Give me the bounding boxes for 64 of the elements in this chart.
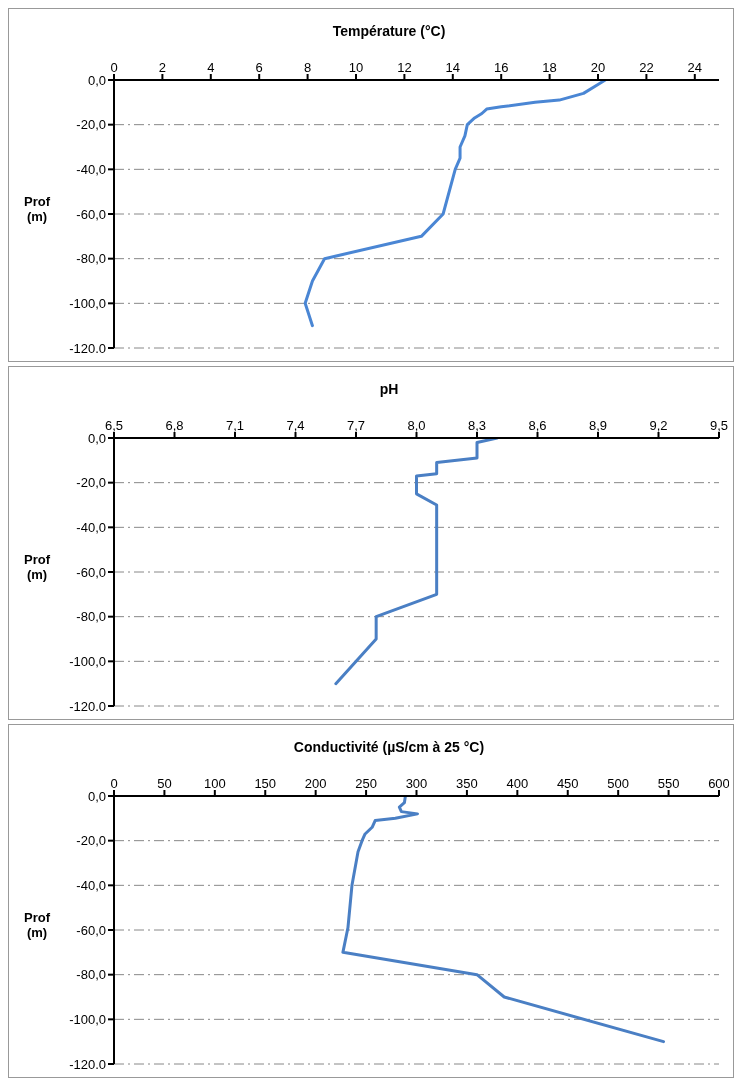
chart-title: Température (°C): [331, 23, 447, 39]
y-tick-label: -40,0: [76, 161, 106, 177]
x-tick-label: 22: [639, 60, 654, 75]
x-tick-label: 9,2: [649, 418, 668, 433]
x-tick-label: 6,8: [165, 418, 184, 433]
y-tick-label: 0,0: [87, 788, 106, 804]
y-tick-label: -100,0: [69, 1011, 106, 1027]
x-tick-label: 18: [542, 60, 557, 75]
x-tick-label: 8: [303, 60, 312, 75]
x-tick-label: 100: [203, 776, 226, 791]
x-tick-label: 350: [456, 776, 478, 791]
y-tick-label: -60,0: [76, 922, 106, 938]
line-series: [334, 438, 499, 686]
x-tick-label: 12: [397, 60, 412, 75]
x-tick-label: 14: [445, 60, 461, 75]
x-tick-label: 150: [254, 776, 277, 791]
y-tick-label: -100,0: [69, 295, 106, 311]
x-tick-label: 10: [348, 60, 364, 75]
x-tick-label: 0: [110, 776, 118, 791]
x-tick-label: 2: [158, 60, 167, 75]
x-tick-label: 500: [607, 776, 630, 791]
x-tick-label: 0: [110, 60, 118, 75]
y-tick-label: 0,0: [87, 430, 106, 446]
y-tick-label: -100,0: [69, 653, 106, 669]
y-tick-label: -40,0: [76, 877, 106, 893]
x-tick-label: 16: [493, 60, 509, 75]
y-axis-title: Prof (m): [23, 910, 51, 940]
y-axis-title: Prof (m): [23, 552, 51, 582]
x-tick-label: 8,3: [467, 418, 487, 433]
y-axis-title: Prof (m): [23, 194, 51, 224]
line-series: [303, 80, 607, 328]
x-tick-label: 7,1: [225, 418, 245, 433]
x-tick-label: 6,5: [104, 418, 124, 433]
x-tick-label: 600: [708, 776, 730, 791]
x-tick-label: 24: [687, 60, 703, 75]
y-tick-label: -80,0: [76, 609, 106, 625]
x-tick-label: 7,7: [346, 418, 366, 433]
x-tick-label: 4: [207, 60, 215, 75]
x-tick-label: 6: [255, 60, 263, 75]
x-tick-label: 20: [590, 60, 606, 75]
x-tick-label: 8,0: [407, 418, 426, 433]
x-tick-label: 50: [157, 776, 172, 791]
x-tick-label: 250: [355, 776, 377, 791]
x-tick-label: 8,9: [588, 418, 608, 433]
y-tick-label: -60,0: [76, 564, 106, 580]
x-tick-label: 7,4: [286, 418, 305, 433]
y-tick-label: -40,0: [76, 519, 106, 535]
chart-title: Conductivité (µS/cm à 25 °C): [292, 739, 486, 755]
x-tick-label: 300: [405, 776, 428, 791]
x-tick-label: 450: [556, 776, 579, 791]
y-tick-label: -20,0: [76, 117, 106, 133]
x-tick-label: 200: [304, 776, 327, 791]
x-tick-label: 550: [657, 776, 680, 791]
x-tick-label: 9,5: [709, 418, 729, 433]
y-tick-label: -80,0: [76, 967, 106, 983]
y-tick-label: -20,0: [76, 833, 106, 849]
y-tick-label: -80,0: [76, 251, 106, 267]
x-tick-label: 8,6: [528, 418, 547, 433]
y-tick-label: 0,0: [87, 72, 106, 88]
chart-title: pH: [378, 381, 400, 397]
y-tick-label: -20,0: [76, 475, 106, 491]
line-series: [341, 796, 666, 1044]
y-tick-label: -60,0: [76, 206, 106, 222]
x-tick-label: 400: [506, 776, 529, 791]
